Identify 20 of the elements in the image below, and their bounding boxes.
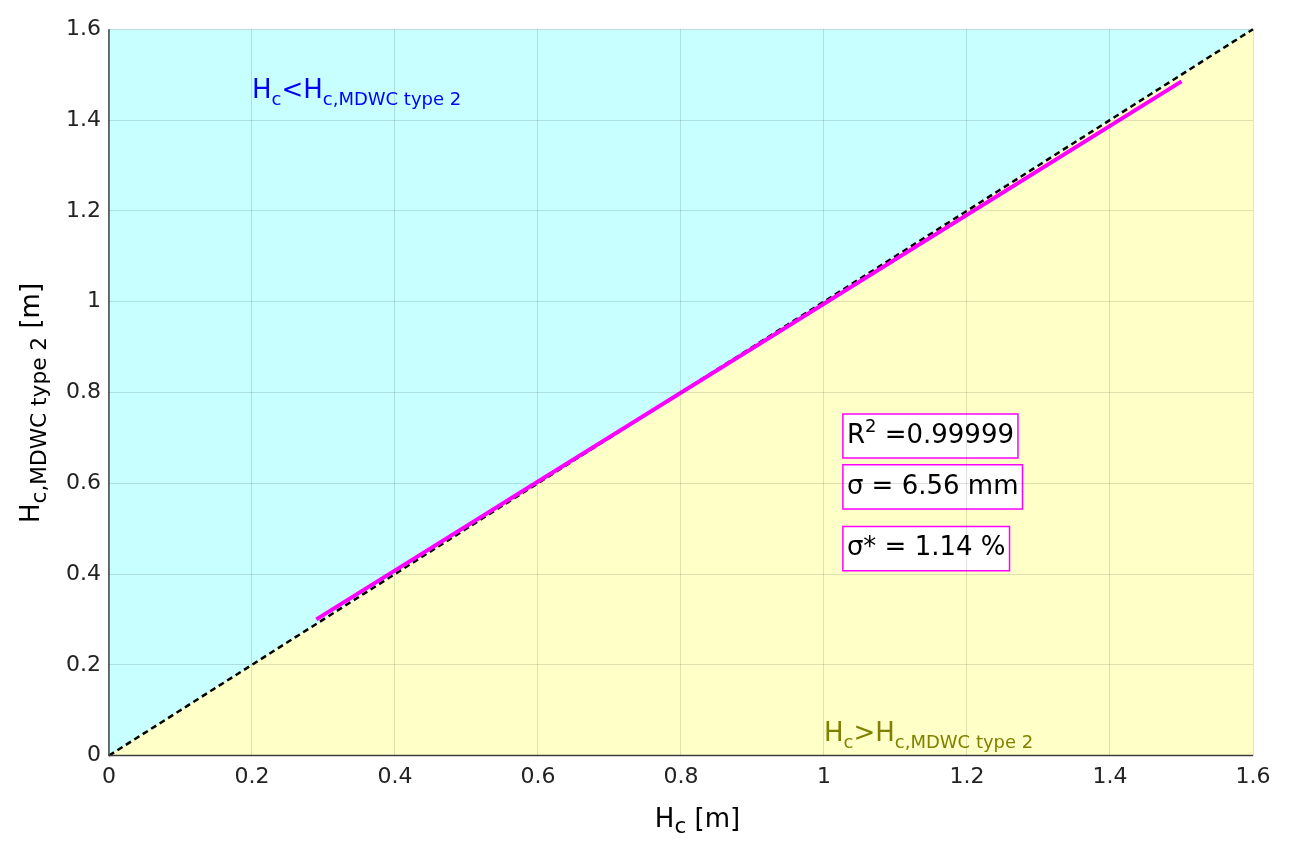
x-tick-label: 0.4 [377, 762, 413, 788]
x-tick-label: 1.2 [949, 762, 985, 788]
y-tick-label: 1.6 [65, 14, 101, 40]
x-tick-label: 0.8 [663, 762, 699, 788]
annotation: σ = 6.56 mm [846, 469, 1019, 500]
y-tick-label: 1.4 [65, 105, 101, 131]
x-tick-label: 0.2 [234, 762, 270, 788]
y-tick-label: 0.6 [65, 468, 101, 494]
y-tick-label: 0 [86, 741, 101, 767]
x-tick-label: 0.6 [520, 762, 556, 788]
x-tick-label: 1.6 [1235, 762, 1271, 788]
y-tick-label: 0.4 [65, 559, 101, 585]
annotation: σ* = 1.14 % [846, 531, 1006, 562]
y-tick-label: 0.8 [65, 378, 101, 404]
x-tick-label: 1 [817, 762, 831, 788]
x-tick-label: 1.4 [1092, 762, 1128, 788]
y-tick-label: 1 [86, 287, 101, 313]
y-tick-label: 0.2 [65, 650, 101, 676]
y-tick-label: 1.2 [65, 196, 101, 222]
x-axis-title: H$_{c}$ [m] [653, 803, 742, 839]
